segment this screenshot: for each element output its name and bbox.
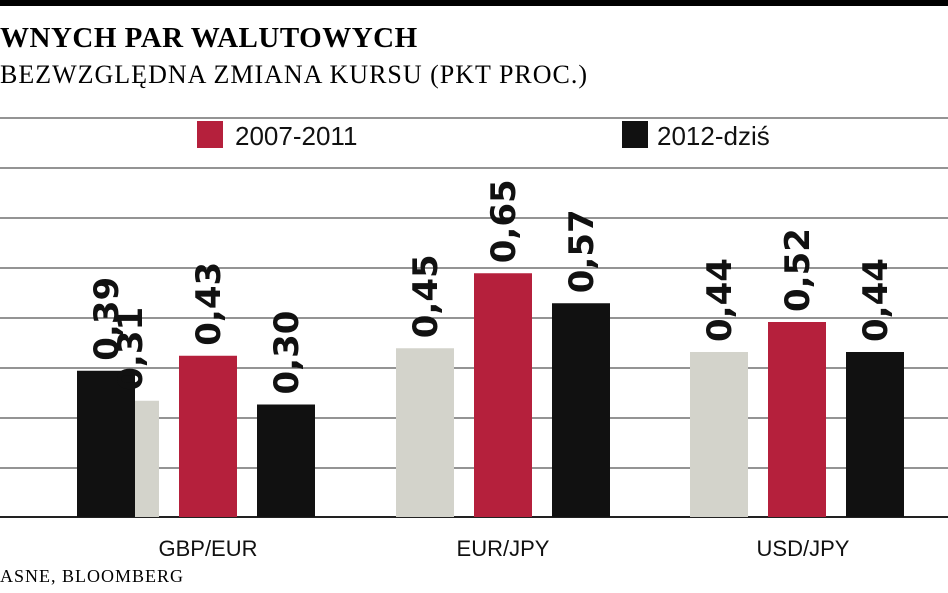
top-rule <box>0 0 948 6</box>
value-labels: 0,31 0,45 0,44 0,43 0,65 0,52 0,39 0,30 0,57 0,44 <box>87 179 896 394</box>
bar <box>552 303 610 517</box>
bar <box>77 370 135 517</box>
legend-label: 2012-dziś <box>657 121 770 151</box>
data-label: 0,65 <box>484 179 524 263</box>
source-note: ASNE, BLOOMBERG <box>0 566 185 586</box>
legend-swatch <box>622 121 648 148</box>
legend-swatch <box>197 121 223 148</box>
data-label: 0,45 <box>406 254 446 338</box>
legend-label: 2007-2011 <box>235 121 357 151</box>
bar <box>846 352 904 517</box>
category-label: GBP/EUR <box>158 536 257 561</box>
data-label: 0,57 <box>562 209 602 293</box>
bar <box>768 322 826 517</box>
bar <box>690 352 748 517</box>
bar <box>396 348 454 517</box>
data-label: 0,52 <box>778 228 818 312</box>
category-label: EUR/JPY <box>457 536 550 561</box>
bar <box>179 355 237 517</box>
data-label: 0,44 <box>856 258 896 342</box>
data-label: 0,31 <box>111 307 151 391</box>
category-label: USD/JPY <box>757 536 850 561</box>
bar <box>474 273 532 517</box>
data-label: 0,30 <box>267 311 307 395</box>
bar <box>257 404 315 517</box>
category-labels: GBP/EUR EUR/JPY USD/JPY <box>158 536 849 561</box>
chart-subtitle: BEZWZGLĘDNA ZMIANA KURSU (PKT PROC.) <box>0 60 589 89</box>
bars <box>77 273 904 517</box>
chart-title: WNYCH PAR WALUTOWYCH <box>0 22 418 54</box>
data-label: 0,43 <box>189 262 229 346</box>
data-label: 0,44 <box>700 258 740 342</box>
legend: 2007-2011 2012-dziś <box>197 121 770 151</box>
data-label: 0,39 <box>87 277 127 361</box>
